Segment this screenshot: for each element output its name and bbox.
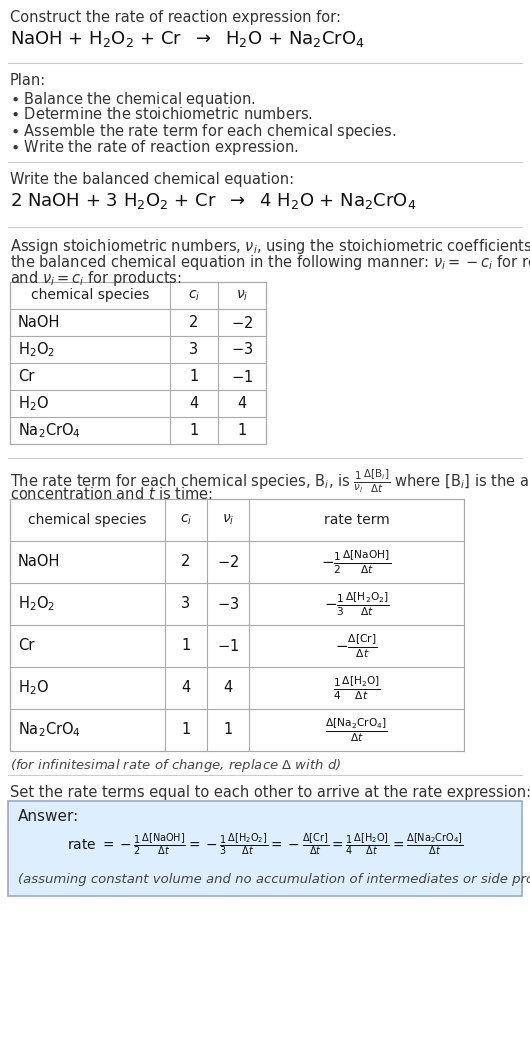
- Text: 2: 2: [189, 315, 199, 330]
- Text: 2 NaOH + 3 H$_2$O$_2$ + Cr  $\rightarrow$  4 H$_2$O + Na$_2$CrO$_4$: 2 NaOH + 3 H$_2$O$_2$ + Cr $\rightarrow$…: [10, 191, 417, 210]
- Text: 1: 1: [237, 423, 246, 438]
- Text: $\nu_i$: $\nu_i$: [222, 513, 234, 527]
- Text: H$_2$O$_2$: H$_2$O$_2$: [18, 595, 55, 614]
- Text: $-1$: $-1$: [231, 369, 253, 384]
- Text: NaOH: NaOH: [18, 554, 60, 570]
- Text: $c_i$: $c_i$: [188, 289, 200, 302]
- Text: rate $= -\frac{1}{2}\frac{\Delta[\mathrm{NaOH}]}{\Delta t} = -\frac{1}{3}\frac{\: rate $= -\frac{1}{2}\frac{\Delta[\mathrm…: [67, 832, 463, 857]
- Bar: [10, 282, 266, 444]
- Text: $\nu_i$: $\nu_i$: [236, 289, 248, 302]
- Text: 4: 4: [189, 396, 199, 411]
- Text: 4: 4: [181, 680, 191, 695]
- Text: 3: 3: [181, 596, 191, 612]
- Text: (assuming constant volume and no accumulation of intermediates or side products): (assuming constant volume and no accumul…: [18, 873, 530, 886]
- Text: Answer:: Answer:: [18, 809, 80, 824]
- Text: NaOH + H$_2$O$_2$ + Cr  $\rightarrow$  H$_2$O + Na$_2$CrO$_4$: NaOH + H$_2$O$_2$ + Cr $\rightarrow$ H$_…: [10, 29, 365, 49]
- Text: H$_2$O: H$_2$O: [18, 678, 49, 697]
- Text: 1: 1: [181, 722, 191, 738]
- Text: $-\frac{\Delta[\mathrm{Cr}]}{\Delta t}$: $-\frac{\Delta[\mathrm{Cr}]}{\Delta t}$: [335, 632, 378, 660]
- Text: $\frac{1}{4}\frac{\Delta[\mathrm{H_2O}]}{\Delta t}$: $\frac{1}{4}\frac{\Delta[\mathrm{H_2O}]}…: [332, 674, 381, 702]
- Text: 2: 2: [181, 554, 191, 570]
- Text: $-1$: $-1$: [217, 638, 239, 654]
- Text: and $\nu_i = c_i$ for products:: and $\nu_i = c_i$ for products:: [10, 269, 182, 288]
- Text: 4: 4: [223, 680, 233, 695]
- Text: NaOH: NaOH: [18, 315, 60, 330]
- Text: $c_i$: $c_i$: [180, 513, 192, 527]
- Text: $-3$: $-3$: [231, 342, 253, 357]
- Bar: [10, 499, 464, 751]
- Text: 1: 1: [189, 423, 199, 438]
- Text: 1: 1: [189, 369, 199, 384]
- Text: H$_2$O$_2$: H$_2$O$_2$: [18, 340, 55, 358]
- Text: Na$_2$CrO$_4$: Na$_2$CrO$_4$: [18, 421, 81, 440]
- Text: $-\frac{1}{2}\frac{\Delta[\mathrm{NaOH}]}{\Delta t}$: $-\frac{1}{2}\frac{\Delta[\mathrm{NaOH}]…: [322, 548, 392, 576]
- Text: 1: 1: [181, 639, 191, 653]
- Text: chemical species: chemical species: [31, 289, 149, 302]
- Text: Construct the rate of reaction expression for:: Construct the rate of reaction expressio…: [10, 10, 341, 25]
- Text: 3: 3: [189, 342, 199, 357]
- Text: rate term: rate term: [324, 513, 390, 527]
- Text: (for infinitesimal rate of change, replace $\Delta$ with $d$): (for infinitesimal rate of change, repla…: [10, 756, 341, 774]
- Text: Write the balanced chemical equation:: Write the balanced chemical equation:: [10, 172, 294, 187]
- Text: The rate term for each chemical species, B$_i$, is $\frac{1}{\nu_i}\frac{\Delta[: The rate term for each chemical species,…: [10, 468, 530, 495]
- Text: $-2$: $-2$: [231, 315, 253, 330]
- Text: $\bullet$ Write the rate of reaction expression.: $\bullet$ Write the rate of reaction exp…: [10, 138, 299, 157]
- Text: Cr: Cr: [18, 369, 34, 384]
- Text: H$_2$O: H$_2$O: [18, 394, 49, 413]
- Text: the balanced chemical equation in the following manner: $\nu_i = -c_i$ for react: the balanced chemical equation in the fo…: [10, 253, 530, 272]
- Text: Set the rate terms equal to each other to arrive at the rate expression:: Set the rate terms equal to each other t…: [10, 785, 530, 800]
- Text: $\frac{\Delta[\mathrm{Na_2CrO_4}]}{\Delta t}$: $\frac{\Delta[\mathrm{Na_2CrO_4}]}{\Delt…: [325, 716, 388, 744]
- Text: $\bullet$ Determine the stoichiometric numbers.: $\bullet$ Determine the stoichiometric n…: [10, 106, 313, 122]
- Text: concentration and $t$ is time:: concentration and $t$ is time:: [10, 486, 213, 502]
- Text: $-3$: $-3$: [217, 596, 239, 612]
- Text: 4: 4: [237, 396, 246, 411]
- Text: Na$_2$CrO$_4$: Na$_2$CrO$_4$: [18, 721, 81, 740]
- Text: Plan:: Plan:: [10, 73, 46, 88]
- Text: 1: 1: [223, 722, 233, 738]
- Text: Assign stoichiometric numbers, $\nu_i$, using the stoichiometric coefficients, $: Assign stoichiometric numbers, $\nu_i$, …: [10, 237, 530, 256]
- Text: $-2$: $-2$: [217, 554, 239, 570]
- Text: chemical species: chemical species: [28, 513, 147, 527]
- FancyBboxPatch shape: [8, 801, 522, 896]
- Text: $-\frac{1}{3}\frac{\Delta[\mathrm{H_2O_2}]}{\Delta t}$: $-\frac{1}{3}\frac{\Delta[\mathrm{H_2O_2…: [323, 590, 390, 618]
- Text: Cr: Cr: [18, 639, 34, 653]
- Text: $\bullet$ Assemble the rate term for each chemical species.: $\bullet$ Assemble the rate term for eac…: [10, 122, 396, 141]
- Text: $\bullet$ Balance the chemical equation.: $\bullet$ Balance the chemical equation.: [10, 90, 255, 109]
